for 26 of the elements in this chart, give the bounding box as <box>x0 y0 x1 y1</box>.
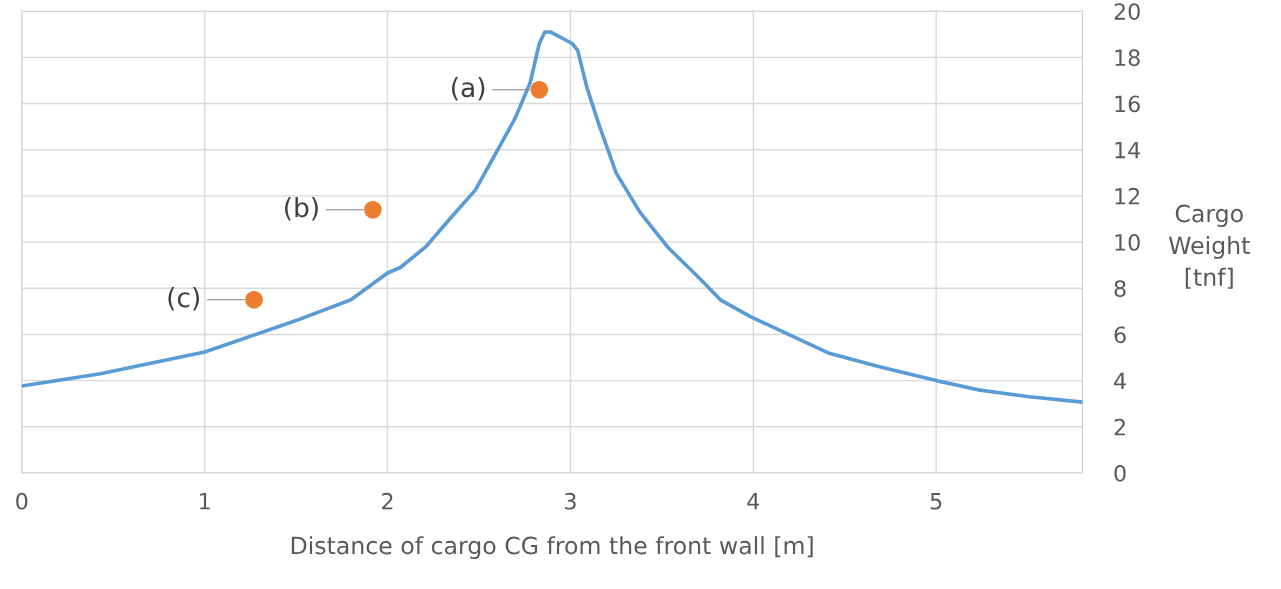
annotation: (b) <box>285 196 318 221</box>
x-tick-label: 2 <box>382 492 393 510</box>
y-tick-label: 18 <box>1115 49 1140 67</box>
y-tick-label: 2 <box>1114 418 1125 436</box>
y-tick-label: 20 <box>1114 3 1140 20</box>
x-tick-label: 4 <box>747 493 760 510</box>
point <box>364 200 382 219</box>
x-tick-label: 5 <box>930 493 942 510</box>
annotation: (c) <box>168 287 199 311</box>
y-tick-label: 12 <box>1115 187 1140 205</box>
y-tick-label: 8 <box>1114 280 1126 298</box>
y-tick-label: 16 <box>1115 95 1140 113</box>
x-tick-label: 0 <box>16 492 28 510</box>
x-axis-title: Distance of cargo CG from the front wall [m] <box>291 536 813 559</box>
x-tick-label: 3 <box>565 492 576 510</box>
x-tick-label: 1 <box>200 493 210 510</box>
y-tick-label: 4 <box>1114 372 1126 390</box>
y-tick-label: 0 <box>1114 464 1126 482</box>
y-tick-label: 14 <box>1115 141 1141 159</box>
annotation: (a) <box>452 76 485 101</box>
y-tick-label: 10 <box>1115 234 1140 251</box>
y-axis-title: Cargo Weight [tnf] <box>1168 204 1250 289</box>
point <box>530 80 549 99</box>
point <box>245 291 263 309</box>
y-tick-label: 6 <box>1114 326 1126 344</box>
line-series <box>21 30 1083 404</box>
